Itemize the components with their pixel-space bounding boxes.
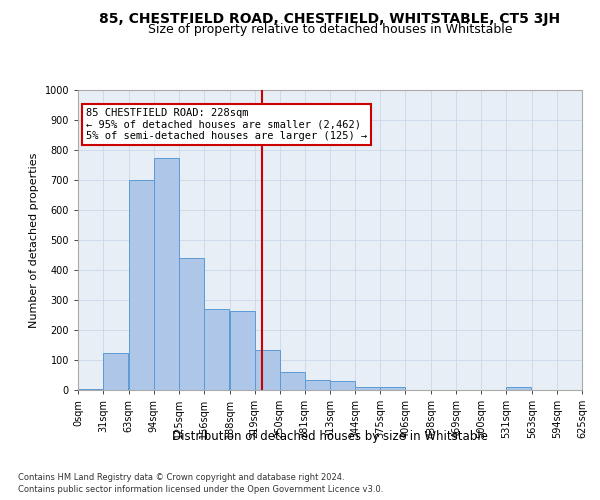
Bar (230, 310, 254, 390)
Text: Contains public sector information licensed under the Open Government Licence v3: Contains public sector information licen… (18, 485, 383, 494)
Text: Distribution of detached houses by size in Whitstable: Distribution of detached houses by size … (172, 430, 488, 443)
Text: 85 CHESTFIELD ROAD: 228sqm
← 95% of detached houses are smaller (2,462)
5% of se: 85 CHESTFIELD ROAD: 228sqm ← 95% of deta… (86, 108, 367, 141)
Bar (355, 387, 380, 390)
Text: Contains HM Land Registry data © Crown copyright and database right 2024.: Contains HM Land Registry data © Crown c… (18, 472, 344, 482)
Bar (129, 180, 154, 390)
Bar (154, 158, 179, 390)
Bar (204, 309, 229, 390)
Bar (179, 258, 204, 390)
Bar (331, 381, 355, 390)
Bar (103, 352, 128, 390)
Bar (380, 387, 406, 390)
Text: Size of property relative to detached houses in Whitstable: Size of property relative to detached ho… (148, 22, 512, 36)
Bar (506, 387, 531, 390)
Bar (305, 380, 329, 390)
Bar (78, 388, 103, 390)
Bar (254, 350, 280, 390)
Text: 85, CHESTFIELD ROAD, CHESTFIELD, WHITSTABLE, CT5 3JH: 85, CHESTFIELD ROAD, CHESTFIELD, WHITSTA… (100, 12, 560, 26)
Bar (280, 372, 305, 390)
Y-axis label: Number of detached properties: Number of detached properties (29, 152, 39, 328)
